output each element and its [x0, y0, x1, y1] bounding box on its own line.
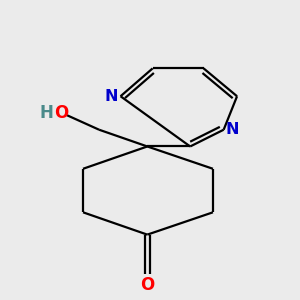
Text: N: N — [105, 89, 119, 104]
Text: O: O — [140, 276, 154, 294]
Text: O: O — [54, 103, 68, 122]
Text: H: H — [40, 103, 54, 122]
Text: N: N — [226, 122, 239, 137]
